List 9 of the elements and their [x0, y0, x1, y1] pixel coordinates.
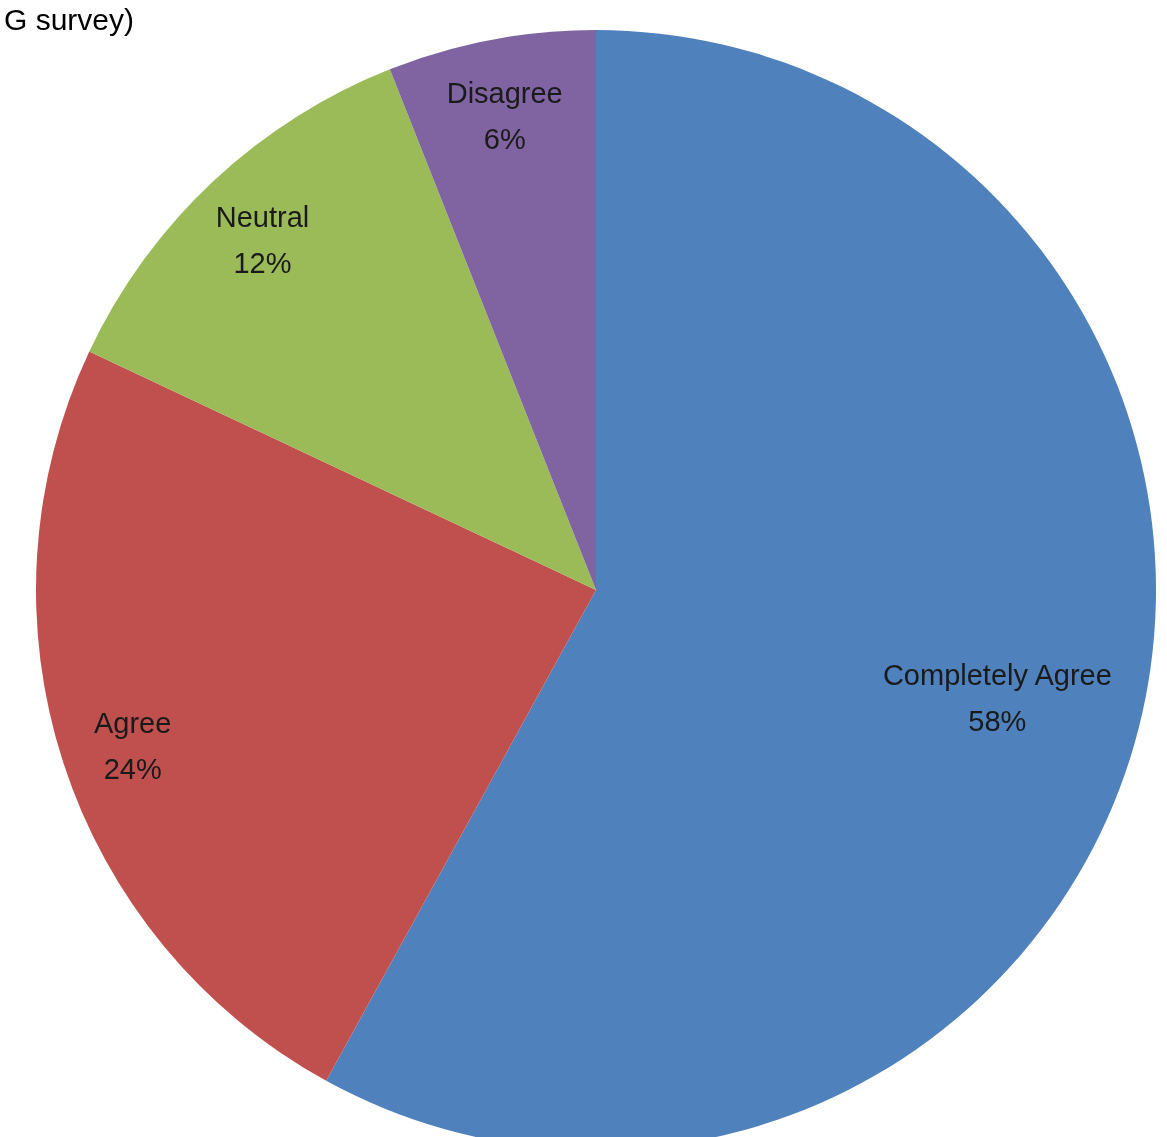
data-label: 6%: [483, 123, 526, 156]
slice-label: Agree: [93, 706, 172, 739]
slice-label: Completely Agree: [882, 659, 1112, 692]
data-label: 58%: [968, 705, 1027, 738]
data-label: 24%: [103, 752, 162, 785]
data-label: 12%: [233, 246, 292, 279]
slice-label: Disagree: [446, 77, 563, 110]
chart-title: G survey): [4, 3, 135, 36]
slice-label: Neutral: [215, 200, 310, 233]
